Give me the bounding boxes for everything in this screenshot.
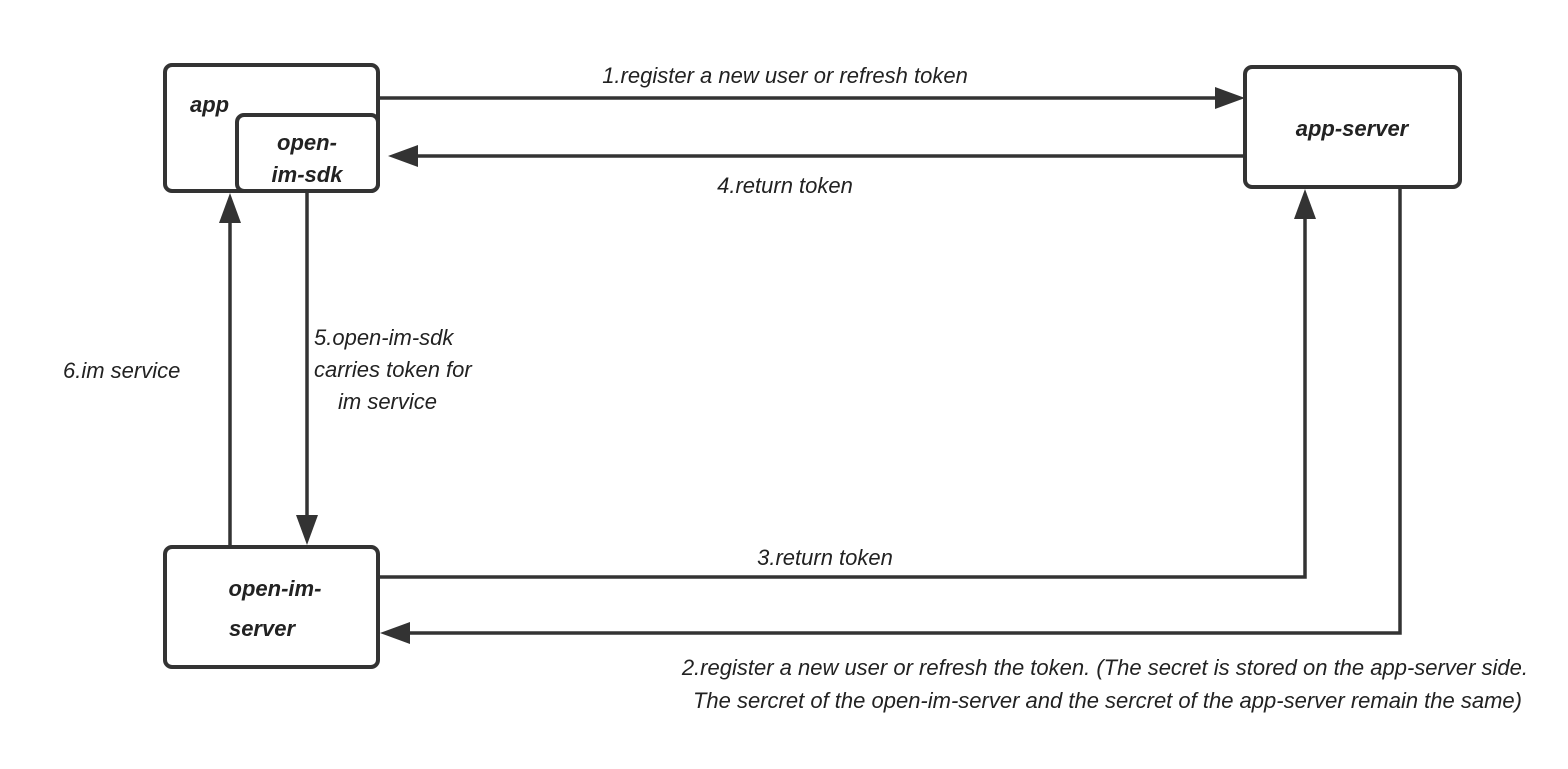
edge-3-arrow — [378, 189, 1316, 579]
edge-2-label-2: The sercret of the open-im-server and th… — [693, 688, 1522, 713]
arrowhead-icon — [219, 193, 241, 223]
edge-6-label: 6.im service — [63, 358, 180, 383]
edge-2-arrow — [380, 187, 1402, 644]
app-server-box — [1243, 65, 1462, 189]
arrowhead-icon — [296, 515, 318, 545]
edge-2-label-1: 2.register a new user or refresh the tok… — [681, 655, 1528, 680]
edge-5-label-1: 5.open-im-sdk — [314, 325, 454, 350]
arrowhead-icon — [380, 622, 410, 644]
edge-5-label-2: carries token for — [314, 357, 473, 382]
edge-4-label: 4.return token — [717, 173, 853, 198]
edge-5-arrow — [296, 191, 318, 545]
app-label: app — [190, 92, 229, 117]
sdk-label-1: open- — [277, 130, 337, 155]
edge-1-label: 1.register a new user or refresh token — [602, 63, 968, 88]
arrowhead-icon — [388, 145, 418, 167]
im-server-label-1: open-im- — [229, 576, 322, 601]
arrowhead-icon — [1294, 189, 1316, 219]
edge-4-arrow — [388, 145, 1245, 167]
edge-5-label-3: im service — [338, 389, 437, 414]
app-server-label: app-server — [1296, 116, 1410, 141]
arrowhead-icon — [1215, 87, 1245, 109]
sdk-label-2: im-sdk — [272, 162, 345, 187]
edge-6-arrow — [219, 193, 241, 547]
edge-1-arrow — [378, 87, 1245, 109]
edge-3-label: 3.return token — [757, 545, 893, 570]
open-im-server-box — [163, 545, 380, 669]
im-server-label-2: server — [229, 616, 297, 641]
